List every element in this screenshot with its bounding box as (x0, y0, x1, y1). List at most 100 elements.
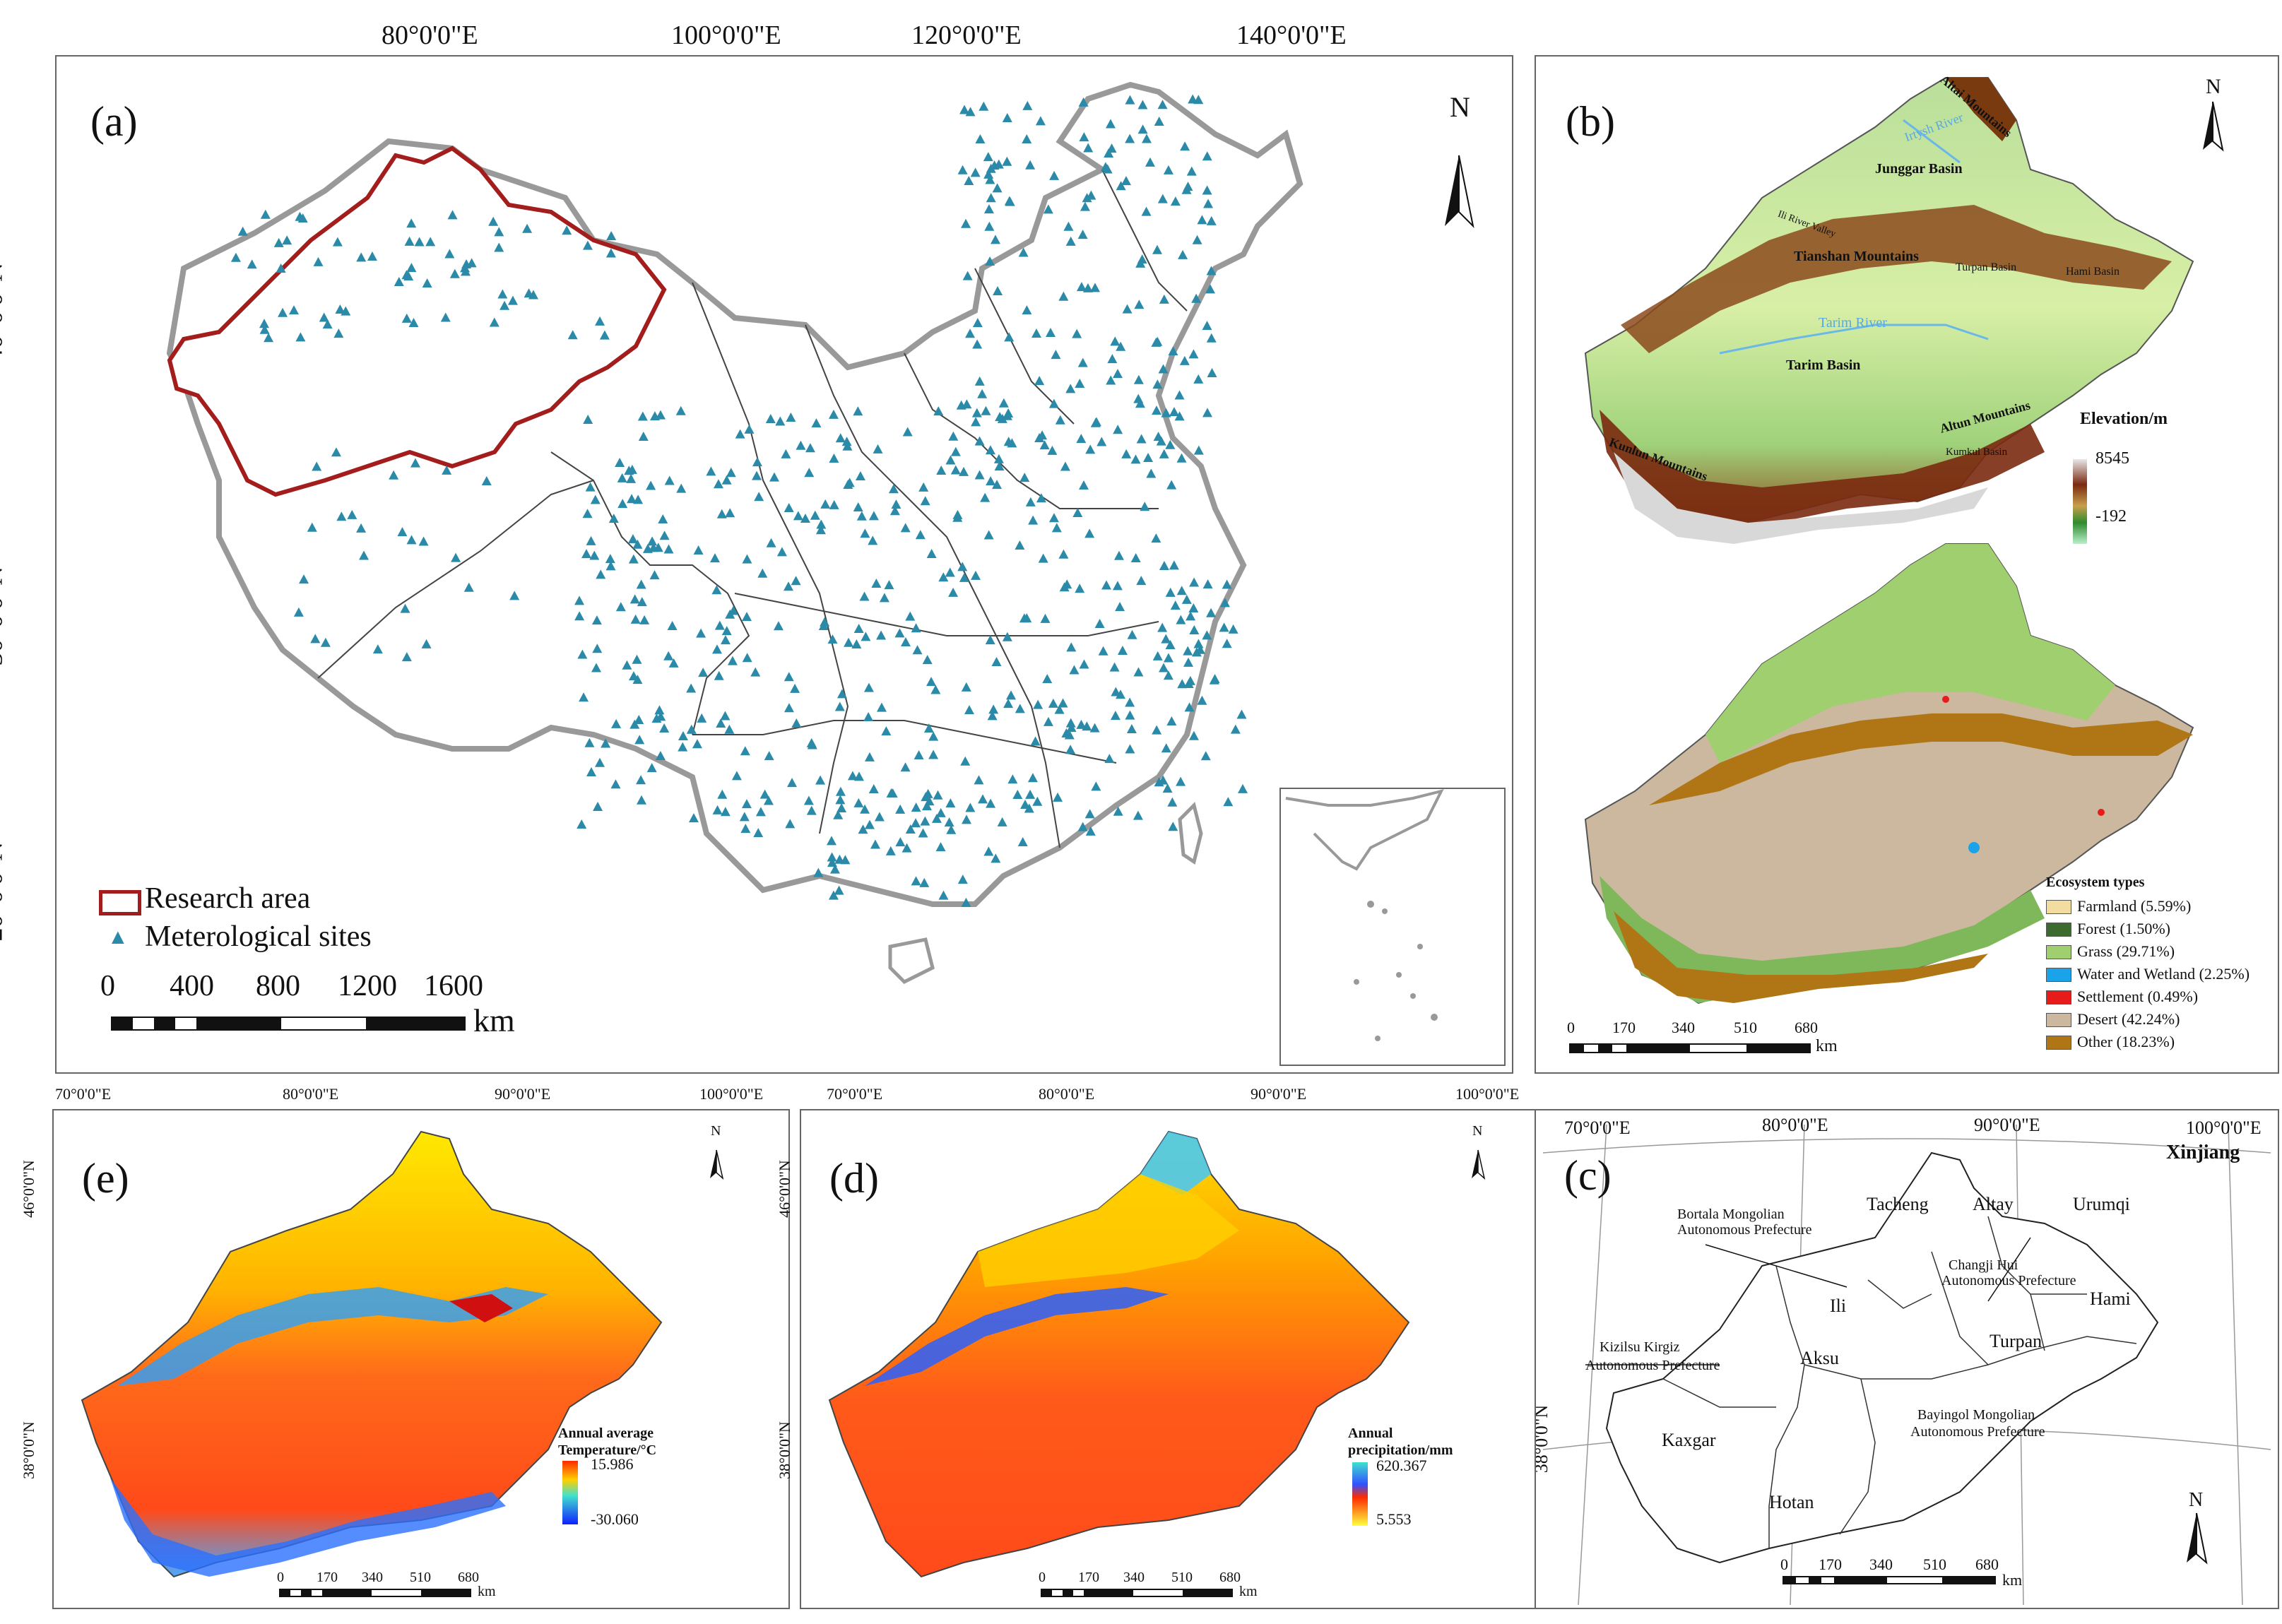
site-marker (945, 455, 956, 465)
site-marker (333, 328, 344, 338)
legend-research-area-swatch (99, 890, 141, 915)
site-marker (629, 594, 640, 604)
site-marker (1007, 774, 1018, 784)
north-letter-a: N (1450, 91, 1470, 123)
site-marker (608, 514, 619, 523)
site-marker (627, 534, 638, 544)
site-marker (959, 572, 969, 582)
site-marker (895, 837, 906, 847)
site-marker (1022, 134, 1032, 144)
site-marker (1076, 719, 1087, 729)
site-marker (950, 465, 961, 475)
site-marker (1079, 659, 1089, 669)
scale-c-unit: km (2002, 1571, 2023, 1589)
site-marker (1140, 502, 1150, 511)
site-marker (994, 461, 1005, 471)
site-marker (1136, 434, 1147, 444)
place-tianshan: Tianshan Mountains (1794, 249, 1919, 264)
region-aksu: Aksu (1800, 1348, 1839, 1368)
legend-site-triangle: ▲ (107, 925, 129, 949)
site-marker (974, 775, 984, 785)
prec-legend-min: 5.553 (1376, 1510, 1412, 1528)
site-marker (1230, 724, 1241, 734)
north-letter-d: N (1472, 1123, 1483, 1139)
site-marker (979, 101, 989, 111)
site-marker (397, 527, 408, 537)
site-marker (1143, 452, 1154, 462)
site-marker (1112, 581, 1123, 591)
north-arrow-c (2187, 1512, 2208, 1565)
site-marker (992, 480, 1003, 490)
site-marker (605, 248, 616, 258)
site-marker (1146, 468, 1157, 478)
site-marker (1189, 577, 1200, 587)
site-marker (914, 749, 924, 759)
site-marker (712, 805, 723, 814)
scale-c-680: 680 (1975, 1555, 1999, 1573)
site-marker (1161, 743, 1171, 753)
site-marker (1159, 294, 1169, 304)
site-marker (971, 408, 982, 417)
site-marker (401, 313, 412, 323)
inset-islands (1354, 901, 1438, 1041)
site-marker (622, 660, 632, 670)
site-marker (1019, 473, 1030, 482)
site-marker (834, 885, 844, 895)
elevation-max: 8545 (2095, 449, 2129, 468)
d-lon-90: 90°0'0"E (1251, 1085, 1307, 1103)
site-marker (784, 672, 794, 682)
site-marker (1137, 254, 1147, 264)
site-marker (332, 237, 343, 247)
site-marker (1058, 549, 1069, 559)
site-marker (853, 771, 864, 781)
site-marker (931, 813, 942, 823)
site-marker (724, 724, 735, 734)
site-marker (726, 468, 736, 478)
site-marker (1177, 679, 1188, 689)
site-marker (1135, 398, 1145, 408)
scale-a-800: 800 (256, 970, 300, 1002)
site-marker (962, 814, 972, 824)
site-marker (1065, 384, 1076, 393)
site-marker (895, 804, 906, 814)
site-marker (935, 842, 946, 852)
site-marker (594, 757, 605, 767)
site-marker (1163, 653, 1173, 663)
site-marker (359, 550, 370, 560)
site-marker (1107, 354, 1118, 364)
site-marker (974, 470, 985, 480)
site-marker (668, 658, 679, 668)
site-marker (948, 587, 959, 597)
prec-legend-title2: precipitation/mm (1348, 1442, 1453, 1458)
site-marker (810, 510, 820, 520)
site-marker (990, 235, 1000, 244)
site-marker (656, 410, 666, 420)
site-marker (389, 470, 399, 480)
site-marker (1174, 390, 1185, 400)
tarim-river (1719, 324, 1989, 355)
scale-d-680: 680 (1219, 1570, 1241, 1585)
site-marker (835, 795, 846, 805)
site-marker (1043, 716, 1053, 726)
ecosystem-label: Other (18.23%) (2077, 1033, 2175, 1050)
site-marker (1037, 430, 1048, 440)
north-letter-b: N (2206, 75, 2221, 98)
site-marker (639, 615, 650, 624)
site-marker (840, 855, 851, 865)
site-marker (1004, 332, 1015, 342)
site-marker (394, 277, 404, 287)
scale-d-unit: km (1239, 1584, 1258, 1599)
site-marker (646, 480, 656, 490)
site-marker (911, 876, 921, 886)
prec-altai-wet (1140, 1132, 1211, 1195)
site-marker (264, 333, 274, 343)
site-marker (1206, 607, 1217, 617)
site-marker (675, 405, 686, 415)
site-marker (1130, 454, 1141, 464)
site-marker (983, 204, 994, 214)
site-marker (815, 525, 826, 535)
site-marker (961, 897, 971, 907)
site-marker (237, 226, 248, 236)
site-marker (1058, 698, 1068, 708)
site-marker (946, 824, 957, 834)
